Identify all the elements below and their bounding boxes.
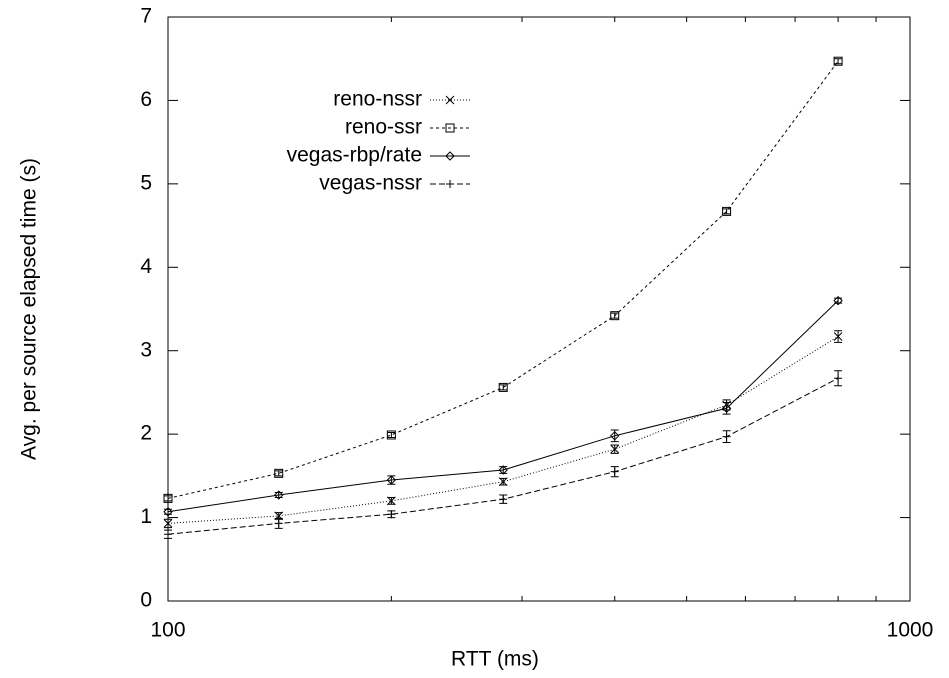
error-bar [499,384,508,391]
marker [387,496,396,506]
marker [499,495,508,504]
y-tick-label: 7 [140,5,152,28]
plot-frame [167,16,911,602]
error-bar [387,431,396,438]
marker [387,510,396,519]
marker [610,431,620,441]
error-bar [834,297,843,304]
x-tick-label: 100 [150,619,185,642]
marker [274,468,284,478]
marker [722,206,732,216]
y-tick-label: 5 [140,171,152,194]
marker [498,477,508,487]
y-tick-label: 0 [140,589,152,612]
marker [721,403,732,413]
marker [833,332,843,341]
marker [610,311,620,321]
y-tick-label: 4 [140,255,152,278]
y-tick-label: 1 [140,505,152,528]
marker [386,430,396,440]
x-tick-label: 1000 [887,619,934,642]
y-tick-label: 6 [140,88,152,111]
marker [445,123,455,133]
y-axis-label: Avg. per source elapsed time (s) [18,158,41,460]
marker [445,95,455,105]
marker [164,530,172,539]
error-bar [274,492,283,499]
error-bar [164,495,172,502]
series-line [167,60,839,499]
error-bar [722,208,731,215]
marker [163,493,173,503]
error-bar [274,470,283,477]
marker [163,519,173,528]
marker [610,444,620,454]
marker [274,519,283,528]
series-line [167,377,839,535]
marker [498,465,508,475]
error-bar [834,58,843,65]
marker [445,151,455,161]
marker [274,490,284,500]
error-bar [610,312,619,319]
marker [833,56,843,66]
marker [833,295,843,306]
x-axis-label: RTT (ms) [451,648,539,671]
marker [722,432,731,441]
y-tick-label: 3 [140,338,152,361]
marker [610,467,619,476]
marker [446,180,454,188]
legend-label: vegas-rbp/rate [287,144,422,167]
marker [386,475,397,485]
y-tick-label: 2 [140,422,152,445]
legend-label: vegas-nssr [319,172,422,195]
marker [163,507,173,517]
legend-label: reno-nssr [333,88,422,111]
marker [834,374,843,383]
marker [498,382,508,392]
error-bar [164,508,172,515]
legend-label: reno-ssr [345,116,422,139]
